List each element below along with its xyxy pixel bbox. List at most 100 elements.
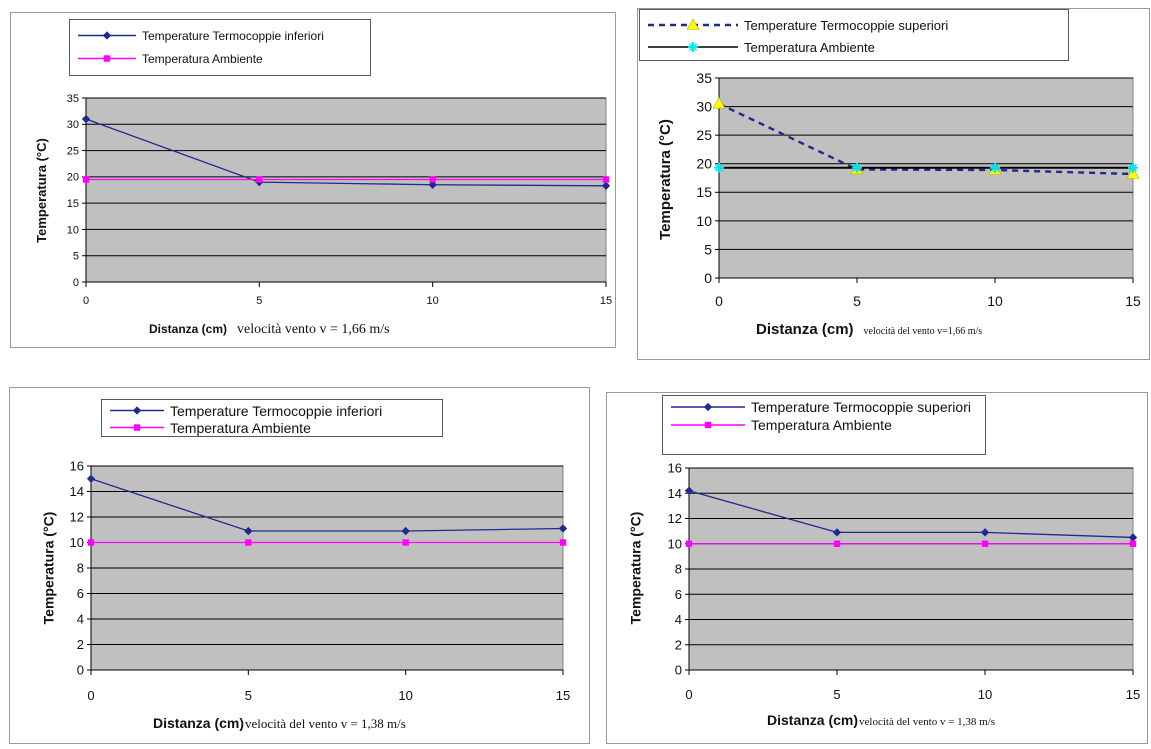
plot-area (718, 77, 1134, 279)
legend-marker (103, 55, 111, 62)
wind-speed-caption: velocità vento v = 1,66 m/s (237, 322, 390, 337)
data-point-1 (428, 180, 437, 189)
chart-legend: Temperature Termocoppie inferiori Tempera… (69, 19, 371, 76)
chart-svg: 0 5 10 15 20 25 30 35 0 5 10 15 (67, 93, 612, 307)
x-axis-label-group: Distanza (cm) velocità del vento v=1,66 m… (756, 321, 982, 339)
y-tick-label: 6 (675, 587, 682, 602)
data-point-1 (832, 528, 842, 537)
x-tick-label: 15 (1126, 687, 1140, 702)
x-tick-label: 5 (245, 688, 252, 703)
y-tick-label: 2 (77, 637, 84, 652)
y-tick-label: 8 (77, 561, 84, 576)
data-point-2 (981, 540, 989, 547)
y-tick-label: 15 (67, 198, 79, 210)
legend-label: Temperature Termocoppie superiori (751, 399, 971, 415)
y-axis-label: Temperatura (°C) (656, 118, 674, 240)
y-tick-label: 6 (77, 586, 84, 601)
x-tick-label: 10 (427, 295, 439, 307)
y-axis-label: Temperatura (°C) (626, 511, 643, 625)
wind-speed-caption: velocità del vento v = 1,38 m/s (859, 716, 996, 728)
x-tick-label: 5 (853, 293, 861, 309)
y-tick-label: 16 (70, 459, 84, 474)
data-point-2 (685, 540, 693, 547)
legend-item-1: Temperature Termocoppie inferiori (108, 402, 436, 419)
y-tick-label: 10 (696, 213, 712, 229)
legend-swatch (108, 402, 166, 419)
legend-swatch (76, 24, 138, 47)
wind-speed-caption: velocità del vento v=1,66 m/s (863, 326, 983, 337)
data-point-1 (980, 528, 990, 537)
x-axis-label: Distanza (cm) (756, 321, 854, 338)
legend-label: Temperatura Ambiente (142, 51, 263, 66)
legend-marker (703, 402, 713, 412)
series-line-1 (85, 118, 607, 187)
x-axis-label-group: Distanza (cm)velocità del vento v = 1,38… (153, 715, 406, 733)
chart-panel-2: 0 5 10 15 20 25 30 35 0 5 10 15 Temperature Termocop… (637, 8, 1150, 360)
chart-svg: 0 5 10 15 20 25 30 35 0 5 10 15 (696, 70, 1141, 309)
chart-panel-4: 0 2 4 6 8 10 12 14 16 0 5 10 15 Temperature Termocopp… (606, 392, 1148, 744)
legend-marker (133, 424, 141, 431)
data-point-2 (833, 540, 841, 547)
chart-legend: Temperature Termocoppie superiori Tempera… (662, 395, 986, 455)
chart-legend: Temperature Termocoppie superiori Tempera… (639, 9, 1069, 61)
x-tick-label: 5 (256, 295, 262, 307)
legend-label: Temperature Termocoppie inferiori (170, 402, 383, 419)
data-point-1 (712, 97, 726, 109)
data-point-2 (256, 176, 263, 183)
y-tick-label: 0 (77, 663, 84, 678)
series-line-1 (90, 478, 564, 532)
x-tick-label: 5 (833, 687, 840, 702)
legend-item-1: Temperature Termocoppie inferiori (76, 24, 364, 47)
y-tick-label: 0 (675, 663, 682, 678)
data-point-2 (990, 162, 1000, 173)
y-tick-label: 20 (696, 156, 712, 172)
x-tick-label: 10 (987, 293, 1003, 309)
y-tick-label: 4 (675, 612, 682, 627)
legend-marker (102, 31, 112, 40)
legend-swatch (646, 14, 740, 36)
y-tick-label: 25 (696, 127, 712, 143)
x-tick-label: 0 (685, 687, 692, 702)
legend-label: Temperatura Ambiente (744, 39, 875, 55)
y-tick-label: 2 (675, 637, 682, 652)
x-axis-label: Distanza (cm) (149, 322, 228, 336)
series-line-1 (718, 102, 1134, 176)
data-point-2 (245, 539, 252, 546)
chart-svg: 0 2 4 6 8 10 12 14 16 0 5 10 15 (668, 461, 1141, 702)
legend-label: Temperatura Ambiente (751, 417, 892, 433)
y-tick-label: 10 (67, 224, 79, 236)
data-point-2 (82, 176, 90, 183)
data-point-2 (87, 539, 95, 546)
chart-panel-1: 0 5 10 15 20 25 30 35 0 5 10 15 Temperature Termocop… (10, 12, 616, 348)
y-tick-label: 12 (70, 510, 84, 525)
data-point-2 (852, 162, 862, 173)
y-tick-label: 35 (67, 93, 79, 105)
x-tick-label: 15 (556, 688, 570, 703)
data-point-1 (401, 526, 410, 536)
legend-swatch (669, 398, 747, 416)
y-tick-label: 20 (67, 172, 79, 184)
legend-item-2: Temperatura Ambiente (646, 36, 1062, 58)
legend-marker (132, 406, 142, 415)
legend-item-1: Temperature Termocoppie superiori (669, 398, 979, 416)
data-point-1 (244, 526, 253, 536)
legend-item-2: Temperatura Ambiente (108, 419, 436, 436)
y-tick-label: 12 (668, 511, 682, 526)
y-tick-label: 25 (67, 145, 79, 157)
legend-item-2: Temperatura Ambiente (669, 416, 979, 434)
y-axis-label: Temperatura (°C) (39, 511, 56, 625)
wind-speed-caption: velocità del vento v = 1,38 m/s (245, 716, 406, 731)
y-tick-label: 0 (704, 270, 712, 286)
y-tick-label: 5 (704, 241, 712, 257)
data-point-2 (402, 539, 409, 546)
x-tick-label: 15 (1125, 293, 1141, 309)
data-point-1 (558, 524, 568, 533)
y-tick-label: 16 (668, 461, 682, 476)
x-axis-label: Distanza (cm) (767, 712, 859, 728)
chart-legend: Temperature Termocoppie inferiori Tempera… (101, 399, 443, 437)
data-point-1 (81, 114, 91, 124)
legend-swatch (76, 47, 138, 70)
x-tick-label: 0 (87, 688, 94, 703)
x-axis-label-group: Distanza (cm) velocità vento v = 1,66 m/s (149, 320, 390, 338)
y-tick-label: 30 (67, 119, 79, 131)
